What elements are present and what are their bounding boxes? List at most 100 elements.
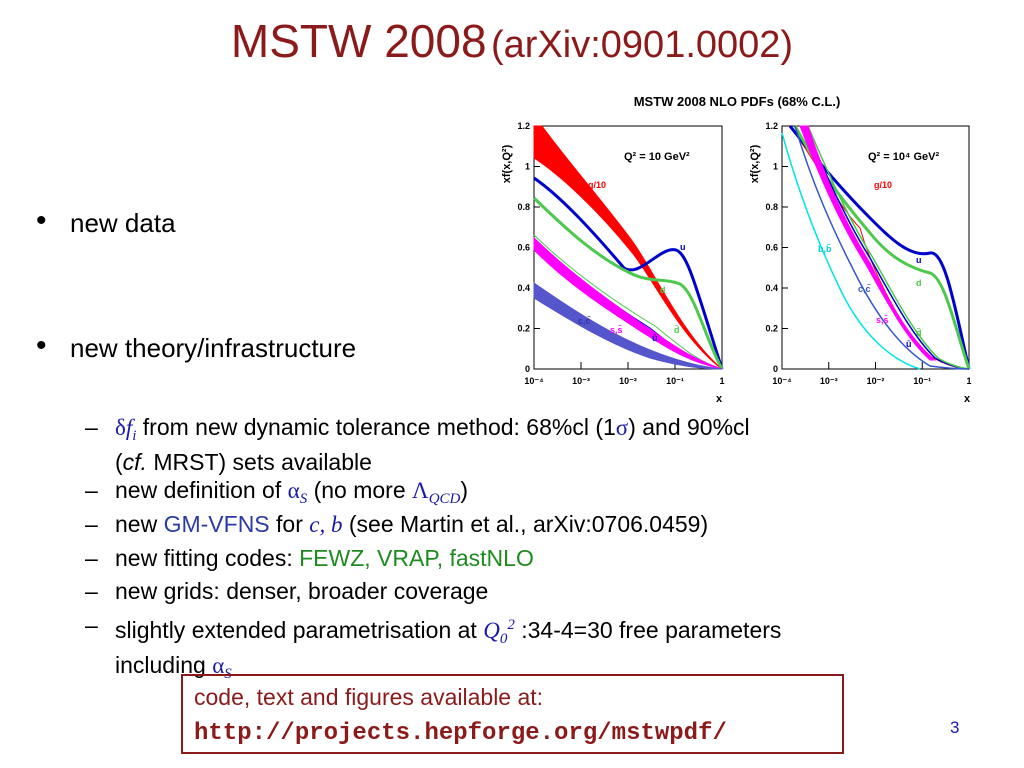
right-u-curve bbox=[788, 125, 971, 370]
x-tick-label: 10⁻¹ bbox=[913, 376, 931, 386]
right-plot-area: g/10 u d ū d̄ s,s̄ c,c̄ b,b̄ Q² = 10⁴ Ge… bbox=[781, 125, 971, 370]
dash: – bbox=[85, 477, 98, 503]
alpha-subscript: S bbox=[299, 491, 308, 507]
left-cc-band bbox=[533, 282, 723, 370]
codes-text: FEWZ, VRAP, fastNLO bbox=[299, 545, 534, 571]
cb-symbols: c, b bbox=[309, 512, 343, 537]
q-subscript: 0 bbox=[499, 631, 508, 647]
figure-title: MSTW 2008 NLO PDFs (68% C.L.) bbox=[634, 94, 841, 109]
right-label-ss: s,s̄ bbox=[876, 315, 889, 325]
x-tick-label: 10⁻⁴ bbox=[772, 376, 791, 386]
left-label-ubar: ū bbox=[652, 333, 658, 343]
i-subscript: i bbox=[132, 428, 137, 444]
left-label-dbar: d̄ bbox=[674, 325, 680, 335]
text: including bbox=[115, 652, 213, 678]
bullet-text: new data bbox=[70, 208, 176, 238]
text: new bbox=[115, 511, 164, 537]
availability-box: code, text and figures available at: htt… bbox=[181, 674, 844, 754]
right-label-bb: b,b̄ bbox=[818, 244, 832, 254]
y-tick-label: 0 bbox=[525, 364, 530, 374]
y-tick-label: 0.2 bbox=[765, 324, 778, 334]
text: from new dynamic tolerance method: 68%cl… bbox=[136, 414, 616, 440]
text: ) bbox=[460, 477, 469, 503]
text: new fitting codes: bbox=[115, 545, 300, 571]
q-symbol: Q bbox=[483, 618, 500, 643]
bullet-dot: • bbox=[36, 329, 47, 362]
alpha-symbol: α bbox=[212, 653, 225, 678]
right-ss-band bbox=[799, 125, 937, 361]
right-label-cc: c,c̄ bbox=[858, 284, 871, 294]
bullet-text: new theory/infrastructure bbox=[70, 333, 357, 363]
slide-title: MSTW 2008 (arXiv:0901.0002) bbox=[0, 14, 1024, 68]
right-label-ubar: ū bbox=[906, 339, 912, 349]
left-d-curve bbox=[532, 196, 724, 370]
y-tick-label: 0.8 bbox=[765, 202, 778, 212]
x-tick-label: 1 bbox=[966, 376, 971, 386]
y-tick-label: 0.2 bbox=[517, 324, 530, 334]
right-axis: 0 0.2 0.4 0.6 0.8 1 1.2 10⁻⁴ 10⁻³ 10⁻² 10⁻¹ 1 bbox=[765, 121, 971, 386]
y-tick-label: 1 bbox=[773, 162, 778, 172]
right-label-d: d bbox=[916, 278, 922, 288]
y-tick-label: 1 bbox=[525, 162, 530, 172]
dash: – bbox=[85, 612, 98, 638]
lambda-subscript: QCD bbox=[428, 491, 461, 507]
subbullet-body: slightly extended parametrisation at Q02… bbox=[115, 612, 781, 687]
sigma-symbol: σ bbox=[615, 415, 629, 440]
y-tick-label: 0.6 bbox=[765, 243, 778, 253]
y-tick-label: 1.2 bbox=[765, 121, 778, 131]
x-tick-label: 10⁻³ bbox=[820, 376, 838, 386]
availability-text: code, text and figures available at: bbox=[194, 684, 544, 710]
alpha-symbol: α bbox=[287, 478, 300, 503]
availability-url[interactable]: http://projects.hepforge.org/mstwpdf/ bbox=[194, 720, 727, 747]
right-label-u: u bbox=[916, 255, 922, 265]
y-tick-label: 1.2 bbox=[517, 121, 530, 131]
subbullet-body: δfi from new dynamic tolerance method: 6… bbox=[115, 414, 750, 475]
gm-vfns-text: GM-VFNS bbox=[163, 511, 270, 537]
right-xlabel: x bbox=[964, 393, 971, 405]
x-tick-label: 1 bbox=[719, 376, 724, 386]
subbullet-body: new grids: denser, broader coverage bbox=[115, 578, 489, 604]
y-tick-label: 0.4 bbox=[517, 283, 530, 293]
dash: – bbox=[85, 578, 98, 604]
left-u-curve bbox=[533, 176, 724, 370]
left-label-cc: c,c̄ bbox=[578, 316, 591, 326]
text: (see Martin et al., arXiv:0706.0459) bbox=[342, 511, 709, 537]
right-bb-curve bbox=[781, 132, 921, 370]
right-label-g: g/10 bbox=[874, 180, 892, 190]
x-tick-label: 10⁻³ bbox=[572, 376, 590, 386]
dash: – bbox=[85, 545, 98, 571]
pdf-figure: MSTW 2008 NLO PDFs (68% C.L.) 0 0.2 0.4 0.6… bbox=[501, 94, 972, 405]
text: (no more bbox=[307, 477, 413, 503]
page-number: 3 bbox=[950, 718, 960, 737]
text: MRST) sets available bbox=[146, 449, 372, 475]
left-ylabel: xf(x,Q²) bbox=[501, 144, 513, 183]
title-main: MSTW 2008 bbox=[230, 15, 487, 67]
left-xlabel: x bbox=[716, 393, 723, 405]
x-tick-label: 10⁻⁴ bbox=[524, 376, 543, 386]
x-tick-label: 10⁻² bbox=[619, 376, 637, 386]
delta-symbol: δ bbox=[115, 415, 126, 440]
bullet-dot: • bbox=[36, 204, 47, 237]
title-arxiv: (arXiv:0901.0002) bbox=[491, 24, 794, 66]
text: slightly extended parametrisation at bbox=[115, 617, 484, 643]
text: for bbox=[269, 511, 310, 537]
left-label-d: d bbox=[660, 285, 666, 295]
text: ) and 90%cl bbox=[628, 414, 750, 440]
right-cc-curve bbox=[794, 125, 970, 370]
x-tick-label: 10⁻² bbox=[867, 376, 885, 386]
subbullet-body: new fitting codes: FEWZ, VRAP, fastNLO bbox=[115, 545, 534, 571]
y-tick-label: 0 bbox=[773, 364, 778, 374]
lambda-symbol: Λ bbox=[412, 478, 429, 503]
text: ( bbox=[115, 449, 123, 475]
left-label-ss: s,s̄ bbox=[610, 325, 623, 335]
y-tick-label: 0.6 bbox=[517, 243, 530, 253]
left-label-u: u bbox=[680, 242, 686, 252]
f-symbol: f bbox=[125, 415, 133, 440]
dash: – bbox=[85, 511, 98, 537]
left-dbar-curve bbox=[533, 234, 723, 370]
text: :34-4=30 free parameters bbox=[514, 617, 782, 643]
left-label-g: g/10 bbox=[588, 180, 606, 190]
left-q2-label: Q² = 10 GeV² bbox=[624, 151, 690, 163]
q-superscript: 2 bbox=[507, 617, 515, 633]
cf-text: cf. bbox=[122, 449, 147, 475]
